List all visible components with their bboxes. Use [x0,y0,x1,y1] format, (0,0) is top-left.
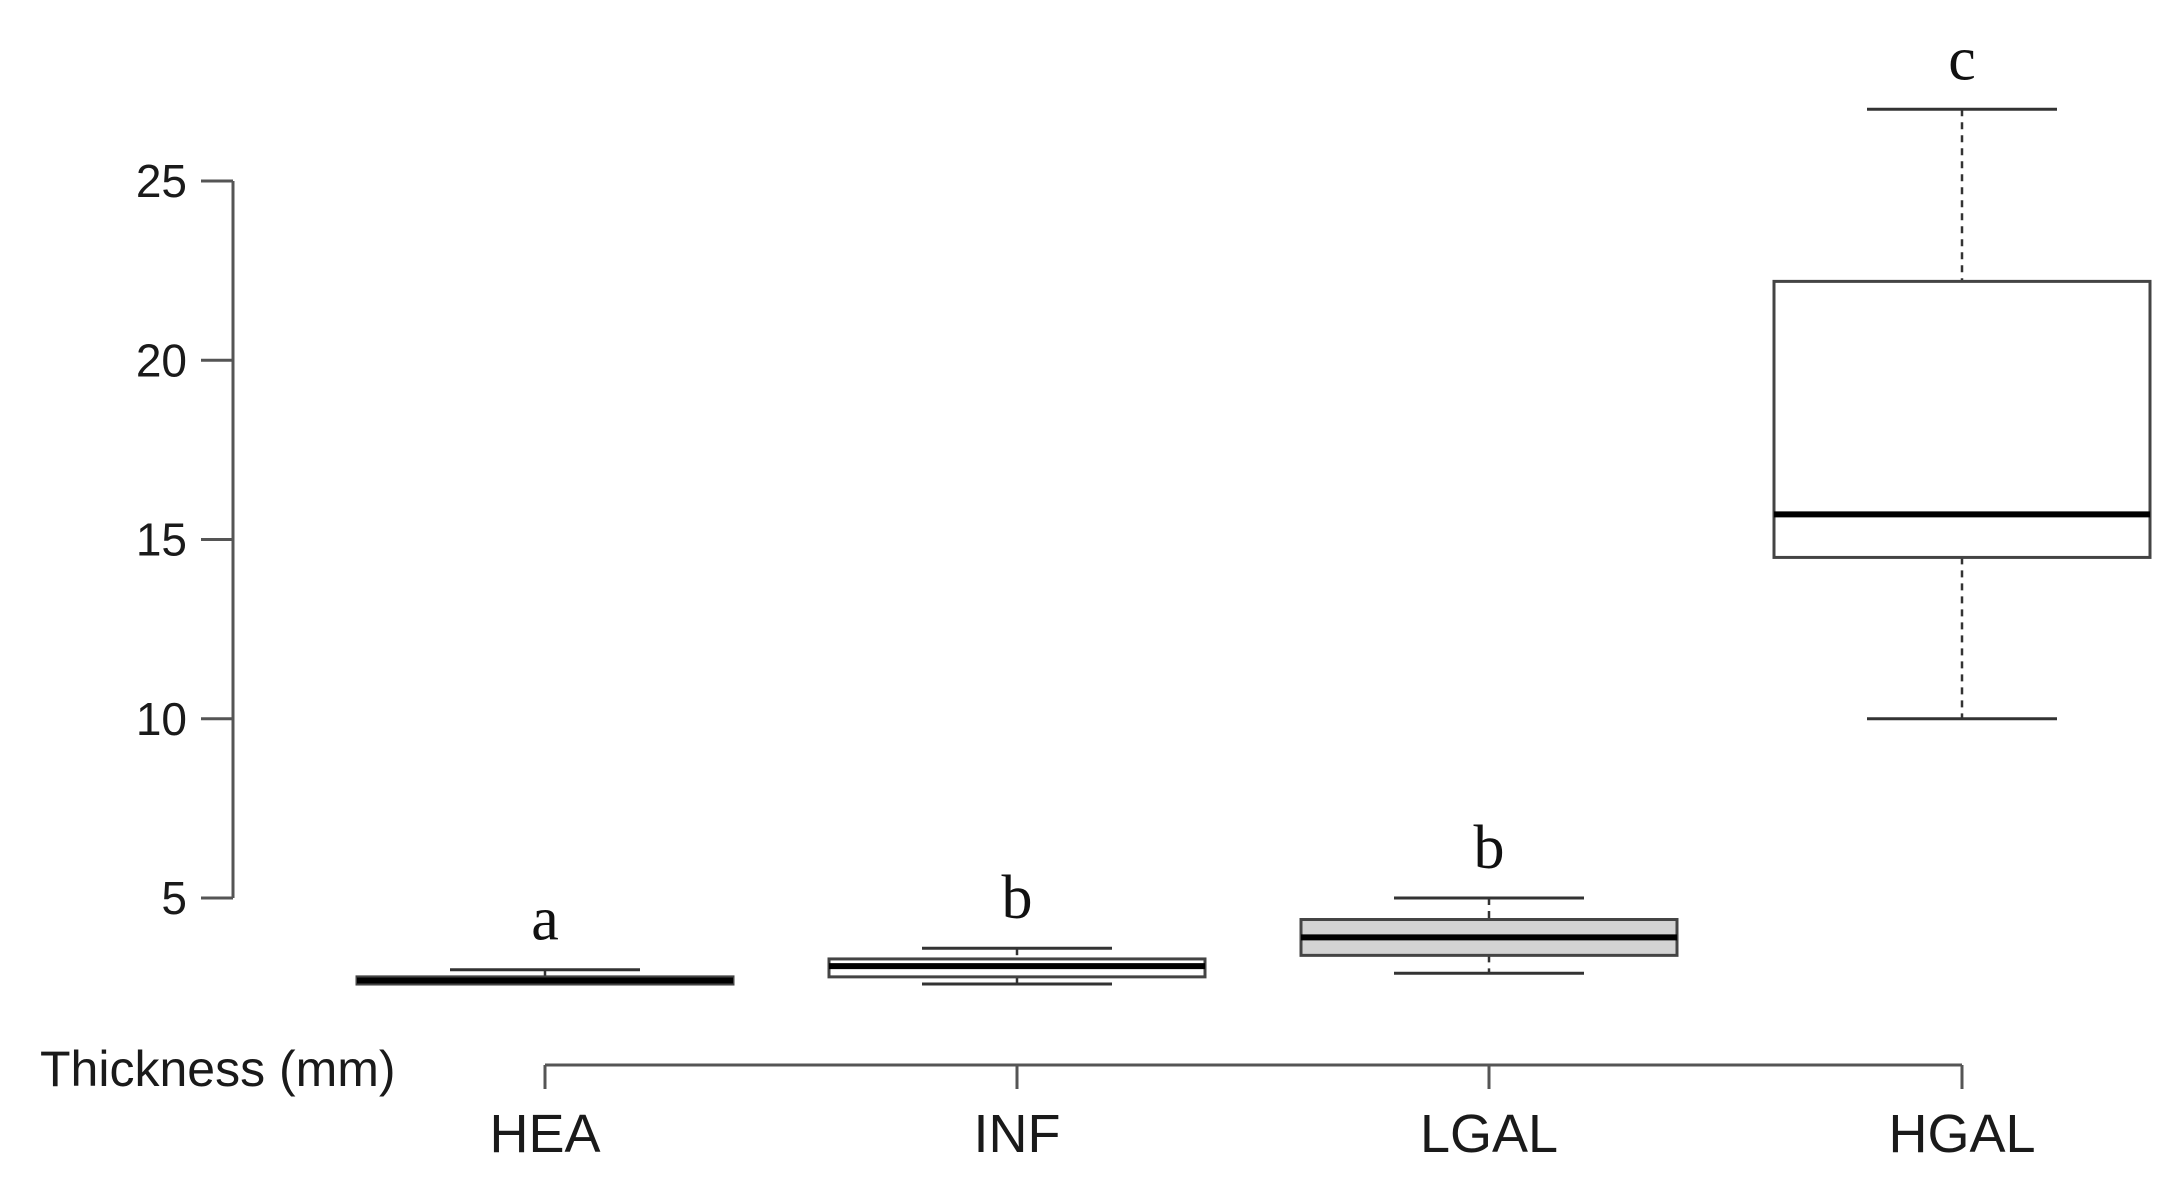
box-hea: a [355,886,735,986]
y-tick-label: 10 [136,693,187,745]
x-tick-label-inf: INF [974,1104,1061,1164]
significance-label: a [531,886,559,954]
y-tick-label: 20 [136,334,187,386]
significance-label: b [1002,864,1033,932]
box-inf: b [827,864,1207,986]
box-hgal: c [1772,25,2152,721]
y-tick-label: 15 [136,514,187,566]
x-axis: HEA INF LGAL HGAL [489,1063,2036,1164]
y-axis: 5 10 15 20 25 [136,155,235,924]
x-tick-label-hea: HEA [489,1104,600,1164]
x-tick-label-lgal: LGAL [1420,1104,1558,1164]
box-lgal: b [1299,814,1679,975]
y-tick-label: 25 [136,155,187,207]
y-tick-label: 5 [161,872,187,924]
significance-label: c [1948,25,1976,93]
boxes-group: a b b c [355,25,2152,986]
y-axis-label: Thickness (mm) [40,1041,396,1097]
x-tick-label-hgal: HGAL [1888,1104,2035,1164]
significance-label: b [1474,814,1505,882]
